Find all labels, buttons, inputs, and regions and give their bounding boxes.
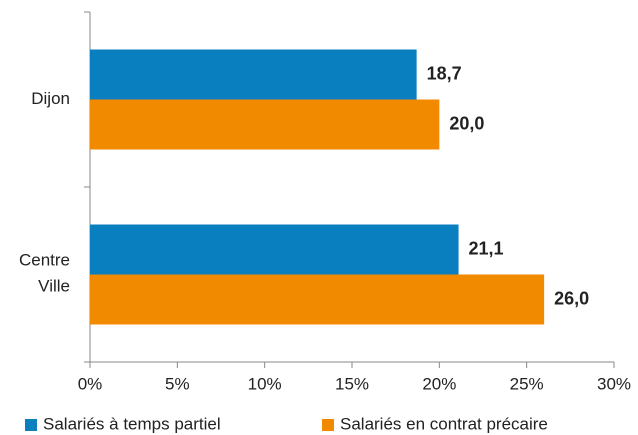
value-label: 21,1: [469, 238, 504, 258]
x-tick-label: 5%: [165, 374, 190, 393]
bar: [90, 49, 417, 100]
value-label: 26,0: [554, 288, 589, 308]
x-tick-label: 30%: [597, 374, 631, 393]
legend-swatch: [322, 419, 334, 431]
x-tick-label: 0%: [78, 374, 103, 393]
value-label: 18,7: [427, 63, 462, 83]
legend-swatch: [25, 419, 37, 431]
bar: [90, 274, 545, 325]
x-tick-label: 20%: [422, 374, 456, 393]
category-label: Centre Ville: [19, 251, 70, 296]
legend-label: Salariés en contrat précaire: [340, 414, 548, 433]
x-tick-label: 25%: [510, 374, 544, 393]
bar: [90, 99, 440, 150]
x-tick-label: 15%: [335, 374, 369, 393]
value-label: 20,0: [449, 113, 484, 133]
legend-label: Salariés à temps partiel: [43, 414, 221, 433]
x-tick-label: 10%: [248, 374, 282, 393]
category-label: Dijon: [31, 89, 70, 108]
bar: [90, 224, 459, 275]
